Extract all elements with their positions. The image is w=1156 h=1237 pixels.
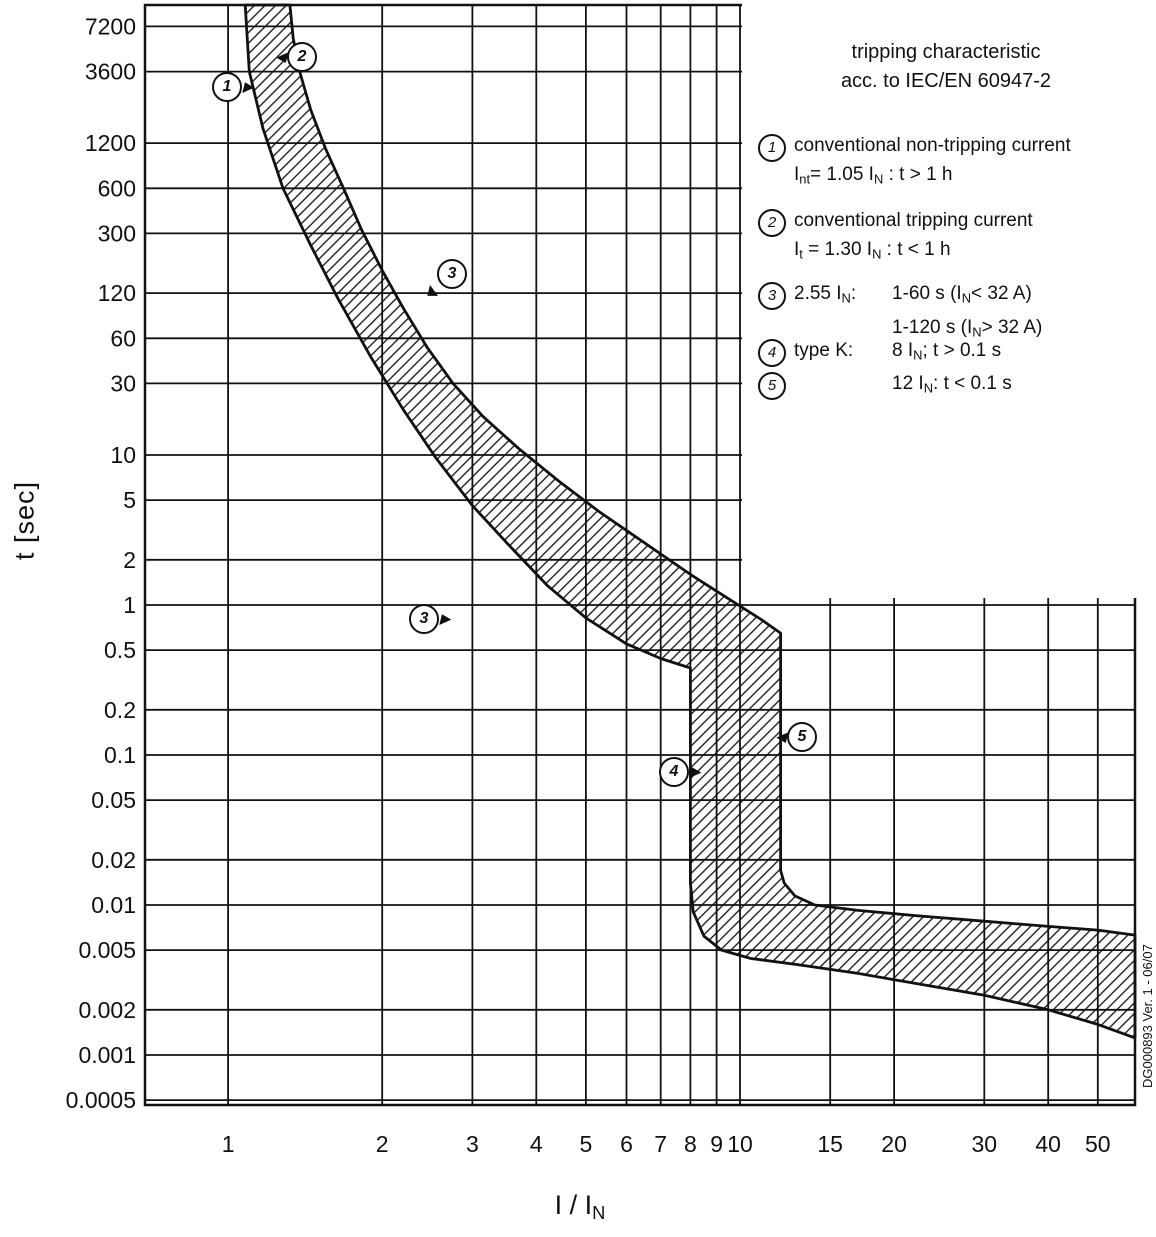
- marker-pointer-icon: ▶: [690, 764, 700, 779]
- legend-line: conventional non-tripping current: [794, 135, 1071, 156]
- y-tick-label: 0.02: [91, 847, 136, 873]
- y-tick-label: 10: [110, 442, 136, 468]
- y-tick-label: 600: [98, 175, 136, 201]
- y-tick-label: 1200: [85, 130, 136, 156]
- y-tick-label: 30: [110, 370, 136, 396]
- x-tick-label: 6: [620, 1131, 633, 1157]
- marker-number: 3: [419, 610, 429, 627]
- y-tick-label: 0.001: [78, 1042, 136, 1068]
- y-axis-title: t [sec]: [9, 480, 40, 561]
- legend-panel-bg: [742, 0, 1156, 598]
- legend-item-4: 4 type K: 8 IN; t > 0.1 s: [758, 338, 1001, 369]
- chart-marker-3: 3 ▶: [409, 604, 450, 634]
- legend-text-2: conventional tripping current It = 1.30 …: [794, 208, 1033, 268]
- marker-number: 4: [669, 763, 679, 780]
- x-axis-title: I / IN: [554, 1190, 606, 1224]
- x-tick-label: 4: [530, 1131, 543, 1157]
- x-tick-label: 3: [466, 1131, 479, 1157]
- tripping-band: [243, 3, 1137, 1040]
- y-tick-label: 0.2: [104, 697, 136, 723]
- y-tick-label: 120: [98, 280, 136, 306]
- marker-pointer-icon: ▶: [243, 79, 253, 94]
- x-tick-label: 20: [881, 1131, 907, 1157]
- legend-item-1: 1 conventional non-tripping current Int=…: [758, 133, 1071, 193]
- marker-number: 5: [797, 728, 807, 745]
- chart-title: tripping characteristic acc. to IEC/EN 6…: [748, 38, 1144, 96]
- marker-number: 2: [297, 48, 307, 65]
- x-tick-label: 15: [817, 1131, 843, 1157]
- x-tick-labels: 1 2 3 4 5 6 7 8 9 10 15 20 30 40 50: [222, 1131, 1111, 1157]
- legend-text-3: 1-60 s (IN< 32 A) 1-120 s (IN> 32 A): [892, 281, 1042, 345]
- legend-item-3: 3 2.55 IN: 1-60 s (IN< 32 A) 1-120 s (IN…: [758, 281, 1042, 345]
- y-tick-label: 7200: [85, 13, 136, 39]
- legend-circle-4: 4: [758, 339, 786, 367]
- y-tick-label: 0.002: [78, 997, 136, 1023]
- y-tick-label: 0.0005: [66, 1087, 136, 1113]
- y-tick-label: 300: [98, 220, 136, 246]
- x-tick-label: 2: [376, 1131, 389, 1157]
- marker-pointer-icon: ◣: [428, 282, 438, 297]
- marker-pointer-icon: ◀: [276, 49, 286, 64]
- legend-line: 12 IN: t < 0.1 s: [892, 373, 1012, 396]
- x-tick-label: 50: [1085, 1131, 1111, 1157]
- y-tick-label: 0.5: [104, 637, 136, 663]
- x-tick-label: 5: [580, 1131, 593, 1157]
- marker-number: 1: [222, 78, 232, 95]
- x-tick-label: 7: [654, 1131, 667, 1157]
- legend-line: It = 1.30 IN : t < 1 h: [794, 239, 951, 262]
- legend-line: Int= 1.05 IN : t > 1 h: [794, 164, 953, 187]
- y-tick-labels: 7200 3600 1200 600 300 120 60 30 10 5 2 1 0.5 0.2 0.1 0…: [66, 13, 136, 1113]
- chart-title-line-1: tripping characteristic: [851, 41, 1041, 63]
- chart-marker-2: 2 ◀: [276, 42, 317, 72]
- chart-marker-3: 3 ◣: [428, 259, 467, 296]
- y-tick-label: 0.005: [78, 937, 136, 963]
- x-tick-label: 40: [1035, 1131, 1061, 1157]
- doc-number-watermark: DG000893 Ver. 1 - 06/07: [1140, 944, 1155, 1088]
- y-tick-label: 0.1: [104, 742, 136, 768]
- legend-line: conventional tripping current: [794, 210, 1033, 231]
- chart-marker-5: 5 ◀: [776, 722, 817, 752]
- legend-head: 2.55 IN:: [794, 283, 857, 306]
- y-tick-label: 0.05: [91, 787, 136, 813]
- legend-head: type K:: [794, 340, 854, 361]
- chart-legend: tripping characteristic acc. to IEC/EN 6…: [748, 38, 1144, 400]
- legend-circle-3: 3: [758, 282, 786, 310]
- chart-title-line-2: acc. to IEC/EN 60947-2: [840, 70, 1052, 92]
- legend-text-1: conventional non-tripping current Int= 1…: [794, 133, 1071, 193]
- x-tick-label: 8: [684, 1131, 697, 1157]
- legend-circle-1: 1: [758, 134, 786, 162]
- legend-circle-2: 2: [758, 209, 786, 237]
- y-tick-label: 5: [123, 487, 136, 513]
- x-tick-label: 1: [222, 1131, 235, 1157]
- legend-circle-5: 5: [758, 372, 786, 400]
- y-tick-label: 1: [123, 592, 136, 618]
- legend-line: 1-120 s (IN> 32 A): [892, 316, 1043, 340]
- marker-pointer-icon: ▶: [440, 611, 450, 626]
- marker-pointer-icon: ◀: [776, 729, 786, 744]
- legend-line: 8 IN; t > 0.1 s: [892, 340, 1002, 363]
- y-tick-label: 60: [110, 325, 136, 351]
- chart-marker-1: 1 ▶: [212, 72, 253, 102]
- chart-marker-4: 4 ▶: [659, 757, 700, 787]
- y-tick-label: 3600: [85, 59, 136, 85]
- y-tick-label: 0.01: [91, 892, 136, 918]
- x-tick-label: 9: [710, 1131, 723, 1157]
- y-tick-label: 2: [123, 547, 136, 573]
- legend-text-4: 8 IN; t > 0.1 s: [892, 338, 1001, 369]
- legend-line: 1-60 s (IN< 32 A): [892, 283, 1032, 306]
- legend-text-5: 12 IN: t < 0.1 s: [892, 371, 1012, 402]
- x-tick-label: 30: [972, 1131, 998, 1157]
- legend-item-5: 5 12 IN: t < 0.1 s: [758, 371, 1012, 402]
- x-tick-label: 10: [727, 1131, 753, 1157]
- legend-item-2: 2 conventional tripping current It = 1.3…: [758, 208, 1033, 268]
- marker-number: 3: [447, 265, 457, 282]
